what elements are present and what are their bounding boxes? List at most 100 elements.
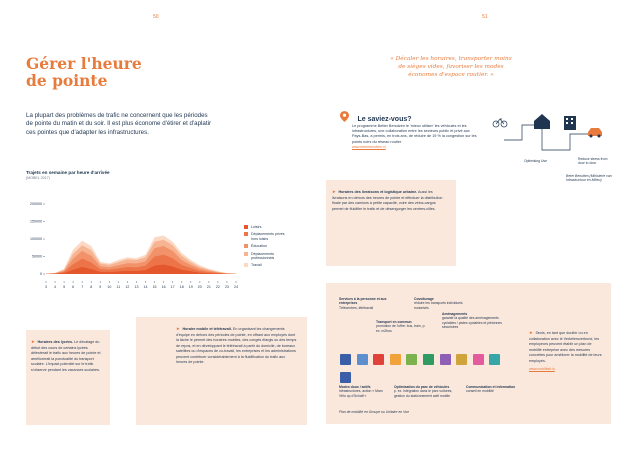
saviez-header: Le saviez-vous? — [340, 108, 412, 126]
service-label-amenagements-sub: garantir la qualité des aménagements cyc… — [442, 316, 502, 330]
service-label-transport-title: Transport en commun — [376, 320, 412, 324]
mobility-icon-row — [340, 352, 522, 383]
x-tick-mark — [199, 281, 201, 283]
arrow-icon: ► — [529, 330, 534, 335]
mobility-service-icon — [472, 354, 484, 365]
legend-item: Déplacements professionnels — [244, 251, 288, 261]
building-icon — [564, 116, 576, 130]
saviez-text: Le programme Better Benutzen le 'mieux u… — [352, 124, 477, 144]
service-label-optimisation: Optimisation du parc de véhicules p. ex.… — [394, 385, 458, 398]
x-tick-label: 23 — [225, 285, 229, 289]
legend-label: Loisirs — [251, 225, 262, 229]
x-tick-label: 12 — [125, 285, 129, 289]
legend-label: Éducation — [251, 244, 267, 249]
x-tick-label: 16 — [162, 285, 166, 289]
y-tick-mark — [43, 221, 45, 222]
x-tick-label: 3 — [45, 285, 47, 289]
x-tick-label: 18 — [180, 285, 184, 289]
side-note-link[interactable]: www.mobiliteit.lu — [529, 367, 555, 371]
mobility-service-icon — [439, 354, 451, 365]
mobility-service-icon — [356, 354, 368, 365]
service-label-amenagements: Aménagements garantir la qualité des amé… — [442, 312, 508, 330]
y-tick-label: 50000 — [32, 255, 42, 259]
pull-quote: « Décaler les horaires, transporter moin… — [390, 56, 512, 78]
teletravail-text: En organisant les changements d'équipe e… — [176, 327, 297, 364]
mobility-service-icon — [340, 354, 351, 365]
mobility-service-icon — [389, 354, 401, 365]
livraisons-box: ► Horaires des livraisons et logistique u… — [326, 180, 456, 266]
x-tick-mark — [226, 281, 228, 283]
intro-paragraph: La plupart des problèmes de trafic ne co… — [26, 112, 211, 136]
side-note: ► Seuls, en tant que doufier ou en collab… — [529, 330, 605, 373]
x-tick-label: 10 — [107, 285, 111, 289]
x-tick-label: 7 — [81, 285, 83, 289]
service-label-covoiturage-sub: réduire les transports individuels motor… — [414, 301, 463, 310]
legend-item: Loisirs — [244, 225, 288, 229]
area-series — [46, 254, 236, 274]
y-tick-mark — [43, 273, 45, 275]
x-tick-label: 11 — [117, 285, 121, 289]
x-tick-mark — [81, 281, 83, 283]
location-pin-icon — [340, 111, 349, 123]
area-series — [46, 264, 236, 274]
x-tick-mark — [217, 281, 219, 283]
lycees-title: Horaires des lycées. — [37, 340, 74, 344]
legend-swatch — [244, 244, 248, 249]
service-label-communication: Communication et information conseil en … — [466, 385, 518, 394]
mobility-service-icon — [340, 372, 351, 383]
x-tick-label: 22 — [216, 285, 220, 289]
x-tick-mark — [90, 281, 92, 283]
page-title: Gérer l'heure de pointe — [26, 55, 142, 89]
teletravail-box: ► Horaire mobile et télétravail. En organ… — [136, 317, 307, 425]
x-tick-label: 6 — [72, 285, 74, 289]
mobility-plan-footer: Plan de mobilité en Groupe ou Unitaire e… — [339, 410, 410, 414]
service-label-personne-title: Services à la personne et aux entreprise… — [339, 297, 387, 306]
lycees-text: Le décalage du début des cours de certai… — [31, 340, 101, 372]
y-tick-mark — [43, 203, 45, 205]
mobility-service-icon — [489, 354, 501, 365]
house-icon — [534, 114, 550, 129]
legend-swatch — [244, 232, 248, 237]
x-tick-label: 15 — [153, 285, 157, 289]
x-tick-mark — [154, 281, 156, 283]
page-number-right: 51 — [482, 14, 488, 20]
legend-item: Travail — [244, 263, 288, 268]
x-tick-label: 9 — [99, 285, 101, 289]
legend-label: Déplacements privés hors loisirs — [251, 232, 285, 241]
x-tick-mark — [117, 281, 119, 283]
side-note-text: Seuls, en tant que doufier ou en collabo… — [529, 331, 602, 363]
mobility-plan-box — [326, 283, 611, 424]
reduce-stress-label: Reduce stress from door to door — [578, 157, 608, 166]
service-label-modes-doux-title: Modes doux / actifs — [339, 385, 371, 389]
service-label-optimisation-sub: p. ex. intégration dans le parc voitures… — [394, 389, 453, 398]
x-tick-mark — [135, 281, 137, 283]
arrow-icon: ► — [31, 339, 36, 344]
y-tick-label: 200000 — [30, 202, 42, 206]
x-tick-mark — [163, 281, 165, 283]
y-tick-mark — [43, 256, 45, 257]
service-label-covoiturage: Covoiturage réduire les transports indiv… — [414, 297, 468, 310]
x-tick-label: 4 — [54, 285, 56, 289]
lycees-box: ► Horaires des lycées. Le décalage du déb… — [26, 330, 110, 425]
livraisons-text: Aussi les livraisons en dehors des heure… — [332, 190, 443, 211]
y-tick-label: 100000 — [30, 237, 42, 241]
x-tick-label: 5 — [63, 285, 65, 289]
x-tick-mark — [45, 281, 47, 283]
legend-swatch — [244, 225, 248, 229]
y-tick-label: 0 — [40, 272, 42, 276]
x-tick-mark — [190, 281, 192, 283]
x-tick-mark — [235, 281, 237, 283]
x-tick-label: 13 — [134, 285, 138, 289]
saviez-link[interactable]: www.beterbenutten.nl — [352, 144, 386, 149]
legend-item: Déplacements privés hors loisirs — [244, 232, 288, 241]
mobility-service-icon — [456, 354, 468, 365]
legend-label: Déplacements professionnels — [251, 251, 275, 261]
x-tick-mark — [54, 281, 56, 283]
legend-swatch — [244, 251, 248, 256]
legend-item: Éducation — [244, 244, 288, 249]
teletravail-title: Horaire mobile et télétravail. — [182, 327, 232, 331]
x-tick-label: 8 — [90, 285, 92, 289]
page-number-left: 50 — [153, 14, 159, 20]
diagram-source: Beter Benutten (Ministerie van Infrastru… — [566, 174, 612, 183]
livraisons-title: Horaires des livraisons et logistique ur… — [338, 190, 418, 194]
